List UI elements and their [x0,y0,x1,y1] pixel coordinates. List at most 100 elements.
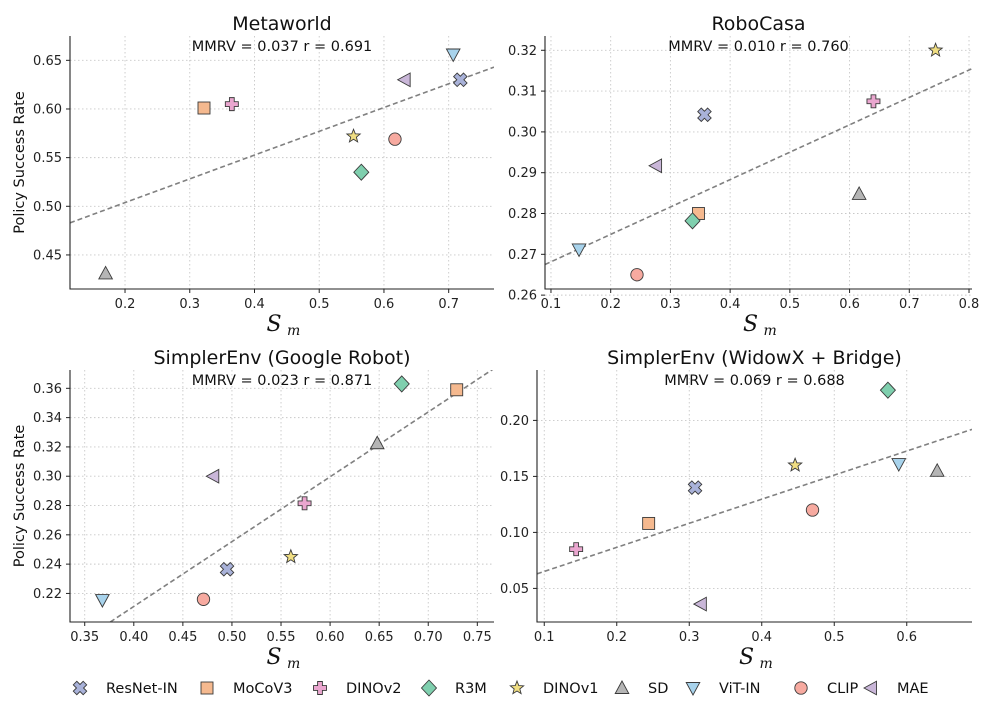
x-axis-label-subscript: m [764,323,777,339]
point-clip [805,503,820,517]
x-tick-label: 0.6 [896,630,917,645]
legend-label: R3M [455,681,487,697]
x-tick-label: 0.4 [244,297,265,312]
plus-marker-icon [313,681,327,695]
legend-label: ViT-IN [719,681,761,697]
legend-item-resnet-in: ResNet-IN [72,680,178,697]
x-tick-label: 0.6 [839,297,860,312]
y-tick-label: 0.20 [500,414,529,429]
x-tick-label: 0.2 [606,630,627,645]
point-dinov1 [927,42,944,57]
gridlines [70,36,494,289]
legend: ResNet-IN MoCoV3 DINOv2 R3M DINOv1 SD ViT-IN CL… [72,679,929,697]
point-sd [369,435,385,450]
y-tick-label: 0.28 [508,207,537,222]
y-tick-label: 0.30 [508,125,537,140]
subplot-grid: 0.2 0.3 0.4 0.5 0.6 0.7 0.45 0.50 0.55 0.60 0.65 Me… [12,13,979,672]
y-tick-label: 0.22 [33,587,62,602]
x-axis-label: S [266,645,281,670]
legend-label: SD [648,681,668,697]
x-tick-label: 0.8 [959,297,980,312]
y-tick-label: 0.24 [33,558,62,573]
x-tick-label: 0.40 [119,630,148,645]
point-clip [196,592,211,606]
x-tick-label: 0.2 [115,297,136,312]
x-tick-label: 0.4 [720,297,741,312]
x-tick-label: 0.75 [463,630,492,645]
x-tick-label: 0.5 [780,297,801,312]
x-tick-label: 0.35 [70,630,99,645]
point-clip [630,268,644,282]
subplot-simplerenv-google-robot: 0.35 0.40 0.45 0.50 0.55 0.60 0.65 0.70 0.75 0.22… [12,347,494,672]
data-points [569,381,945,612]
y-tick-label: 0.26 [508,289,537,304]
point-resnet-in [452,72,468,88]
y-tick-label: 0.15 [500,470,529,485]
triangle-down-marker-icon [685,682,701,696]
y-tick-label: 0.26 [33,528,62,543]
legend-label: CLIP [827,681,858,697]
point-vit-in [571,243,587,258]
x-axis-label-subscript: m [760,656,773,672]
legend-item-mocov3: MoCoV3 [200,681,293,697]
data-points [571,42,944,282]
point-clip [388,132,402,146]
circle-marker-icon [794,681,808,695]
y-axis-label: Policy Success Rate [12,425,28,568]
chart-title: SimplerEnv (WidowX + Bridge) [607,347,902,369]
diamond-marker-icon [420,679,438,697]
point-r3m [353,163,370,181]
x-tick-label: 0.5 [309,297,330,312]
tick-labels: 0.1 0.2 0.3 0.4 0.5 0.6 0.7 0.8 0.26 0.27 0.28 0.29… [508,44,979,312]
point-mae [205,468,220,484]
x-marker-icon [72,680,88,696]
point-r3m [879,381,897,399]
legend-label: DINOv1 [543,681,599,697]
point-sd [929,462,945,477]
point-sd [851,185,867,200]
x-tick-label: 0.1 [541,297,562,312]
y-tick-label: 0.50 [33,200,62,215]
legend-item-dinov1: DINOv1 [509,679,599,697]
regression-line [109,370,494,622]
y-tick-label: 0.27 [508,248,537,263]
gridlines [537,370,972,622]
legend-label: MoCoV3 [233,681,293,697]
y-tick-label: 0.31 [508,85,537,100]
x-tick-label: 0.45 [168,630,197,645]
tick-labels: 0.1 0.2 0.3 0.4 0.5 0.6 0.05 0.10 0.15 0.20 [500,414,917,645]
legend-item-r3m: R3M [420,679,487,697]
y-tick-label: 0.45 [33,248,62,263]
metric-annotation: MMRV = 0.010 r = 0.760 [668,39,849,55]
axes-spines [69,370,494,623]
x-tick-label: 0.1 [534,630,555,645]
y-tick-label: 0.60 [33,102,62,117]
point-r3m [684,212,701,230]
x-tick-label: 0.60 [316,630,345,645]
point-mae [648,158,663,174]
x-tick-label: 0.5 [824,630,845,645]
chart-title: SimplerEnv (Google Robot) [154,347,411,369]
point-dinov1 [282,548,299,564]
y-tick-label: 0.10 [500,526,529,541]
x-tick-label: 0.65 [365,630,394,645]
x-axis-label: S [739,645,754,670]
point-mocov3 [642,516,656,530]
x-axis-label: S [743,312,758,337]
y-tick-label: 0.30 [33,470,62,485]
x-tick-label: 0.3 [679,630,700,645]
chart-title: Metaworld [232,13,332,35]
legend-item-mae: MAE [863,680,929,697]
y-tick-label: 0.65 [33,54,62,69]
metric-annotation: MMRV = 0.037 r = 0.691 [192,39,373,55]
point-dinov1 [787,456,803,472]
x-tick-label: 0.2 [600,297,621,312]
y-tick-label: 0.32 [508,44,537,59]
y-tick-label: 0.28 [33,499,62,514]
x-tick-label: 0.50 [217,630,246,645]
x-tick-label: 0.4 [751,630,772,645]
square-marker-icon [200,681,214,695]
y-tick-label: 0.32 [33,440,62,455]
regression-line [545,67,972,266]
